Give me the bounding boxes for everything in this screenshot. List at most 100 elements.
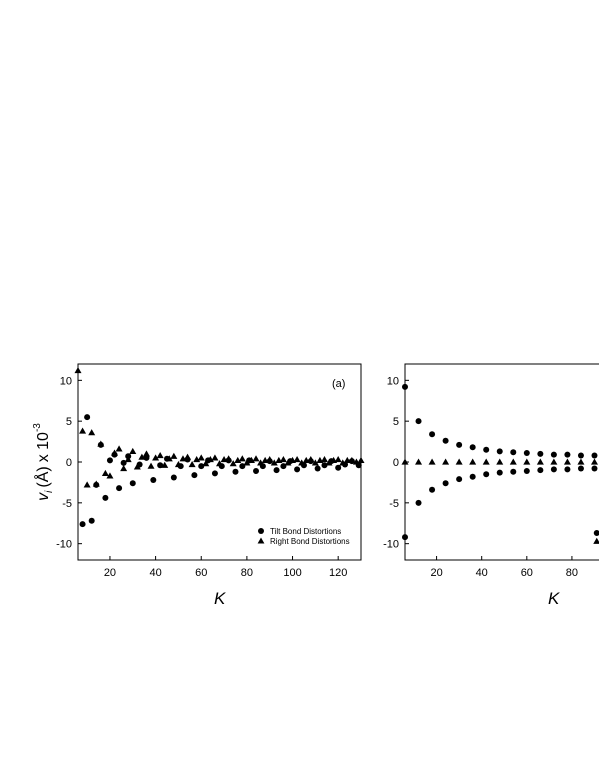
data-point-triangle (156, 451, 164, 459)
legend-label-tilt: Tilt Bond Distortions (270, 527, 341, 536)
data-point-circle (577, 452, 584, 459)
y-tick-label: 0 (393, 457, 399, 469)
data-point-circle (429, 486, 436, 493)
data-point-triangle (523, 458, 531, 465)
data-point-triangle (142, 450, 150, 457)
data-point-triangle (129, 447, 137, 455)
data-point-circle (280, 463, 287, 470)
data-point-triangle (97, 440, 105, 447)
data-point-triangle (79, 427, 87, 434)
data-point-triangle (311, 459, 319, 466)
x-tick-label: 60 (521, 567, 533, 579)
panel-label: (a) (332, 378, 345, 390)
y-tick-label: -5 (62, 498, 72, 510)
x-tick-label: 100 (283, 567, 301, 579)
data-point-circle (102, 494, 109, 501)
data-point-circle (150, 476, 157, 483)
data-point-triangle (170, 452, 178, 459)
data-point-triangle (179, 455, 187, 462)
data-point-triangle (206, 456, 214, 463)
data-point-circle (198, 463, 205, 470)
data-point-circle (116, 485, 123, 492)
data-point-triangle (509, 458, 517, 465)
data-point-circle (550, 466, 557, 473)
data-point-circle (402, 534, 408, 541)
data-point-triangle (257, 459, 265, 466)
y-axis-title: vi (Å) x 10-3 (32, 423, 55, 501)
data-point-triangle (211, 454, 219, 461)
data-point-triangle (339, 459, 347, 466)
data-point-triangle (320, 456, 328, 463)
data-point-circle (335, 464, 342, 471)
data-point-triangle (202, 460, 210, 467)
data-point-circle (593, 530, 599, 537)
data-point-circle (577, 465, 584, 472)
data-point-circle (510, 468, 517, 475)
data-point-triangle (325, 459, 333, 466)
x-tick-label: 40 (149, 567, 161, 579)
data-point-triangle (115, 445, 123, 452)
data-point-triangle (334, 456, 342, 463)
data-point-triangle (401, 458, 409, 465)
data-point-circle (314, 465, 321, 472)
data-point-circle (191, 472, 198, 479)
data-point-triangle (577, 458, 585, 465)
data-point-circle (273, 467, 280, 474)
data-point-circle (211, 470, 218, 477)
data-point-circle (564, 451, 571, 458)
data-point-triangle (428, 458, 436, 465)
data-point-circle (483, 446, 490, 453)
panel-b: 20 40 60 80 10 5 0 -5 -10 K (383, 363, 599, 608)
data-point-triangle (593, 537, 599, 544)
data-point-circle (496, 469, 503, 476)
data-point-circle (415, 499, 422, 506)
data-point-triangle (225, 455, 233, 462)
data-point-triangle (193, 456, 201, 463)
data-point-triangle (83, 481, 91, 488)
y-axis-var: v (35, 492, 52, 501)
data-point-triangle (266, 456, 274, 463)
y-tick-label: 10 (60, 375, 72, 387)
data-point-triangle (101, 469, 109, 477)
data-point-circle (239, 463, 246, 470)
y-tick-label: 5 (393, 416, 399, 428)
data-point-triangle (124, 456, 132, 463)
y-tick-label: 0 (66, 457, 72, 469)
data-point-triangle (590, 458, 598, 465)
legend-marker-circle (258, 528, 264, 534)
data-point-triangle (188, 460, 196, 468)
data-point-triangle (184, 453, 192, 460)
data-point-triangle (152, 454, 160, 461)
data-point-circle (232, 468, 239, 475)
y-axis-times: x 10 (35, 432, 52, 462)
x-tick-label: 60 (195, 567, 207, 579)
data-point-triangle (482, 458, 490, 465)
data-point-circle (442, 480, 449, 487)
data-point-triangle (106, 472, 114, 479)
data-point-triangle (279, 456, 287, 463)
data-point-triangle (147, 462, 155, 469)
data-point-triangle (469, 458, 477, 465)
data-point-circle (415, 418, 422, 425)
x-axis-title: K (214, 589, 226, 608)
data-point-circle (550, 451, 557, 458)
data-point-circle (106, 457, 113, 464)
data-point-triangle (284, 459, 292, 466)
panel-a-ticks: 20 40 60 80 100 120 10 5 0 -5 -10 (56, 375, 347, 579)
data-point-triangle (74, 367, 82, 374)
data-point-triangle (496, 458, 504, 465)
data-point-circle (564, 466, 571, 473)
legend-label-right: Right Bond Distortions (270, 537, 350, 546)
y-tick-label: -5 (389, 498, 399, 510)
data-point-triangle (161, 461, 169, 468)
data-point-circle (456, 441, 463, 448)
data-point-triangle (229, 460, 237, 467)
data-point-circle (523, 467, 530, 474)
data-point-triangle (120, 465, 128, 472)
y-tick-label: -10 (383, 539, 399, 551)
data-point-circle (469, 473, 476, 480)
data-point-triangle (270, 459, 278, 466)
data-point-circle (120, 459, 127, 466)
data-point-triangle (111, 449, 119, 456)
data-point-circle (510, 449, 517, 456)
